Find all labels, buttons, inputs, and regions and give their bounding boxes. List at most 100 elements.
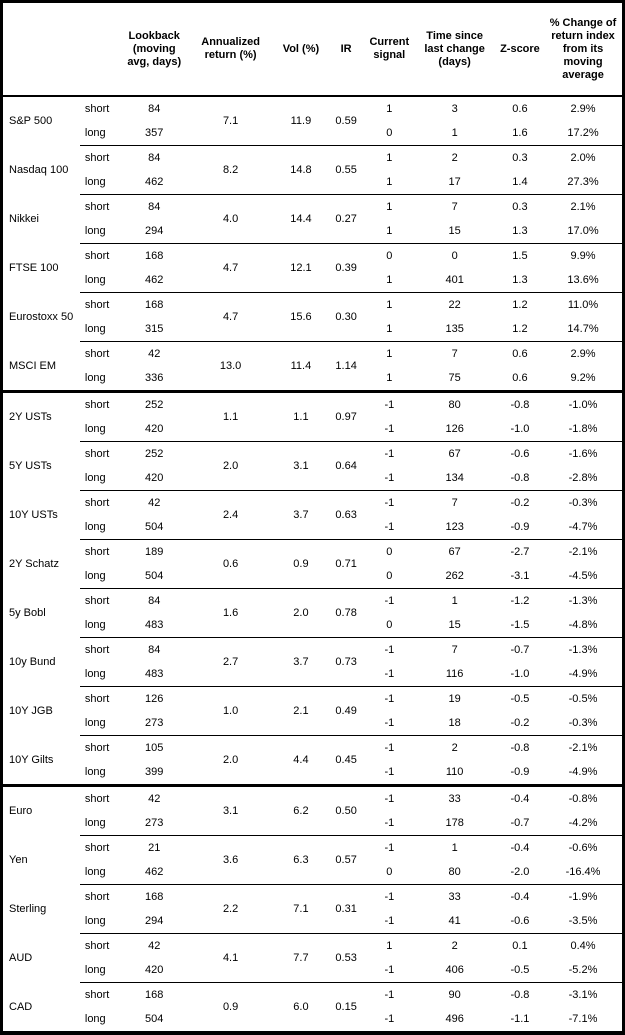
z-score-value: -0.8 bbox=[495, 735, 545, 760]
table-row: long 294 1 15 1.3 17.0% bbox=[2, 219, 624, 244]
pct-change-value: -0.6% bbox=[544, 835, 624, 860]
time-since-change-value: 116 bbox=[445, 668, 464, 680]
current-signal-value: -1 bbox=[365, 637, 414, 662]
current-signal-value: 1 bbox=[365, 933, 414, 958]
z-score-value: -0.5 bbox=[510, 964, 530, 976]
z-score-value: -0.6 bbox=[510, 915, 530, 927]
vol-value: 3.7 bbox=[274, 637, 328, 687]
time-since-change-value: 7 bbox=[413, 341, 496, 366]
corner-cell-horizon bbox=[79, 1, 123, 97]
pct-change-value: 2.9% bbox=[544, 341, 624, 366]
instrument-name: Nikkei bbox=[9, 213, 39, 225]
time-since-change-value: 496 bbox=[445, 1013, 464, 1025]
col-header-z-score: Z-score bbox=[495, 1, 545, 97]
lookback-value: 42 bbox=[122, 341, 187, 366]
z-score-value: -1.0 bbox=[510, 668, 530, 680]
table-row: FTSE 100 short 168 4.7 12.1 0.39 0 0 1.5 9.9% bbox=[2, 243, 624, 293]
z-score-value: 0.6 bbox=[495, 95, 545, 121]
annualized-return-value: 2.0 bbox=[186, 735, 275, 786]
lookback-value: 189 bbox=[122, 539, 187, 564]
z-score-value: -0.2 bbox=[495, 490, 545, 515]
z-score-value: -2.0 bbox=[510, 866, 530, 878]
instrument-name: S&P 500 bbox=[9, 115, 53, 128]
horizon-label: long bbox=[84, 521, 106, 533]
current-signal-value: 0 bbox=[386, 127, 393, 139]
lookback-value: 84 bbox=[122, 194, 187, 219]
current-signal-value: -1 bbox=[384, 423, 395, 435]
table-row: long 273 -1 178 -0.7 -4.2% bbox=[2, 811, 624, 836]
horizon-label: short bbox=[79, 194, 123, 219]
horizon-label: long bbox=[84, 372, 106, 384]
horizon-label: long bbox=[84, 866, 106, 878]
table-row: Nikkei short 84 4.0 14.4 0.27 1 7 0.3 2.1% bbox=[2, 194, 624, 244]
horizon-label: short bbox=[79, 292, 123, 317]
time-since-change-value: 80 bbox=[413, 390, 496, 417]
time-since-change-value: 1 bbox=[413, 835, 496, 860]
pct-change-value: -4.9% bbox=[568, 668, 598, 680]
time-since-change-value: 33 bbox=[413, 884, 496, 909]
table-row: 2Y USTs short 252 1.1 1.1 0.97 -1 80 -0.8 -1.0% bbox=[1, 390, 624, 442]
z-score-value: 0.3 bbox=[495, 194, 545, 219]
table-row: MSCI EM short 42 13.0 11.4 1.14 1 7 0.6 2.9% bbox=[2, 341, 624, 392]
vol-value: 14.4 bbox=[274, 194, 328, 244]
annualized-return-value: 1.6 bbox=[186, 588, 275, 638]
pct-change-value: -4.5% bbox=[568, 570, 598, 582]
pct-change-value: -1.8% bbox=[568, 423, 598, 435]
col-header-ir: IR bbox=[327, 1, 366, 97]
lookback-value: 84 bbox=[122, 637, 187, 662]
time-since-change-value: 80 bbox=[448, 866, 461, 878]
annualized-return-value: 1.0 bbox=[186, 686, 275, 736]
horizon-label: short bbox=[79, 686, 123, 711]
lookback-value: 294 bbox=[145, 915, 164, 927]
current-signal-value: 1 bbox=[386, 274, 393, 286]
horizon-label: short bbox=[79, 490, 123, 515]
lookback-value: 483 bbox=[145, 619, 164, 631]
z-score-value: -0.4 bbox=[495, 784, 545, 811]
instrument-name: FTSE 100 bbox=[9, 262, 59, 274]
z-score-value: 1.4 bbox=[512, 176, 528, 188]
lookback-value: 357 bbox=[145, 127, 164, 139]
current-signal-value: 1 bbox=[365, 95, 414, 121]
lookback-value: 21 bbox=[122, 835, 187, 860]
annualized-return-value: 4.7 bbox=[186, 243, 275, 293]
vol-value: 11.4 bbox=[274, 341, 328, 392]
time-since-change-value: 262 bbox=[445, 570, 464, 582]
pct-change-value: -2.1% bbox=[544, 539, 624, 564]
current-signal-value: -1 bbox=[365, 735, 414, 760]
instrument-name: AUD bbox=[9, 952, 33, 964]
current-signal-value: 0 bbox=[365, 539, 414, 564]
vol-value: 0.9 bbox=[274, 539, 328, 589]
instrument-name: Eurostoxx 50 bbox=[9, 311, 74, 323]
lookback-value: 504 bbox=[145, 1013, 164, 1025]
annualized-return-value: 2.0 bbox=[186, 441, 275, 491]
z-score-value: -0.7 bbox=[495, 637, 545, 662]
time-since-change-value: 406 bbox=[445, 964, 464, 976]
z-score-value: -1.5 bbox=[510, 619, 530, 631]
pct-change-value: -1.9% bbox=[544, 884, 624, 909]
current-signal-value: -1 bbox=[365, 835, 414, 860]
instrument-name: 10Y USTs bbox=[9, 509, 58, 521]
table-row: S&P 500 short 84 7.1 11.9 0.59 1 3 0.6 2.9% bbox=[2, 95, 624, 146]
horizon-label: long bbox=[84, 274, 106, 286]
lookback-value: 42 bbox=[122, 490, 187, 515]
lookback-value: 126 bbox=[122, 686, 187, 711]
pct-change-value: 13.6% bbox=[567, 274, 599, 286]
vol-value: 7.7 bbox=[274, 933, 328, 983]
ir-value: 0.39 bbox=[327, 243, 366, 293]
table-row: 5y Bobl short 84 1.6 2.0 0.78 -1 1 -1.2 -1.3% bbox=[2, 588, 624, 638]
time-since-change-value: 1 bbox=[413, 588, 496, 613]
annualized-return-value: 4.7 bbox=[186, 292, 275, 342]
table-row: long 483 0 15 -1.5 -4.8% bbox=[2, 613, 624, 638]
table-row: Eurostoxx 50 short 168 4.7 15.6 0.30 1 22 1.2 11.… bbox=[2, 292, 624, 342]
pct-change-value: -16.4% bbox=[565, 866, 601, 878]
vol-value: 14.8 bbox=[274, 145, 328, 195]
col-header-vol: Vol (%) bbox=[274, 1, 328, 97]
instrument-name: MSCI EM bbox=[9, 359, 57, 372]
table-row: Sterling short 168 2.2 7.1 0.31 -1 33 -0.4 -1.9% bbox=[2, 884, 624, 934]
instrument-name: Nasdaq 100 bbox=[9, 164, 69, 176]
time-since-change-value: 75 bbox=[448, 372, 461, 384]
z-score-value: -0.8 bbox=[495, 982, 545, 1007]
horizon-label: long bbox=[84, 570, 106, 582]
ir-value: 0.49 bbox=[327, 686, 366, 736]
lookback-value: 483 bbox=[145, 668, 164, 680]
